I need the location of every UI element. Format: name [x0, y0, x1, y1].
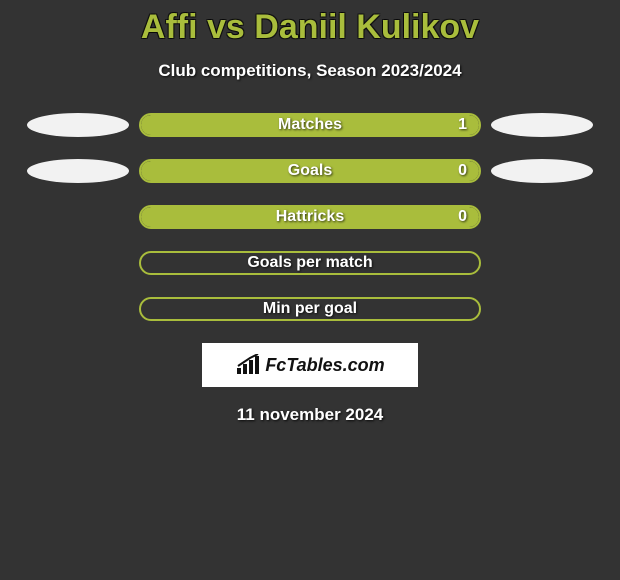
stat-value: 1	[458, 115, 467, 135]
comparison-widget: Affi vs Daniil Kulikov Club competitions…	[0, 0, 620, 425]
stat-label: Matches	[141, 115, 479, 135]
stat-bar: Hattricks0	[139, 205, 481, 229]
page-title: Affi vs Daniil Kulikov	[0, 8, 620, 47]
stat-label: Goals per match	[141, 253, 479, 273]
stat-row: Goals per match	[0, 251, 620, 275]
brand-box[interactable]: FcTables.com	[202, 343, 418, 387]
brand-text: FcTables.com	[265, 355, 384, 376]
stat-row: Hattricks0	[0, 205, 620, 229]
left-spacer	[27, 205, 129, 229]
chart-icon	[235, 354, 261, 376]
stat-value: 0	[458, 161, 467, 181]
left-ellipse	[27, 113, 129, 137]
stat-label: Goals	[141, 161, 479, 181]
left-spacer	[27, 251, 129, 275]
stat-bar: Goals per match	[139, 251, 481, 275]
right-spacer	[491, 205, 593, 229]
subtitle: Club competitions, Season 2023/2024	[0, 61, 620, 81]
right-ellipse	[491, 159, 593, 183]
stat-row: Goals0	[0, 159, 620, 183]
right-spacer	[491, 297, 593, 321]
right-spacer	[491, 251, 593, 275]
stat-row: Min per goal	[0, 297, 620, 321]
stat-row: Matches1	[0, 113, 620, 137]
stat-bar: Min per goal	[139, 297, 481, 321]
stat-value: 0	[458, 207, 467, 227]
stat-label: Hattricks	[141, 207, 479, 227]
left-spacer	[27, 297, 129, 321]
stat-label: Min per goal	[141, 299, 479, 319]
left-ellipse	[27, 159, 129, 183]
stat-rows: Matches1Goals0Hattricks0Goals per matchM…	[0, 113, 620, 321]
stat-bar: Matches1	[139, 113, 481, 137]
date-label: 11 november 2024	[0, 405, 620, 425]
stat-bar: Goals0	[139, 159, 481, 183]
right-ellipse	[491, 113, 593, 137]
